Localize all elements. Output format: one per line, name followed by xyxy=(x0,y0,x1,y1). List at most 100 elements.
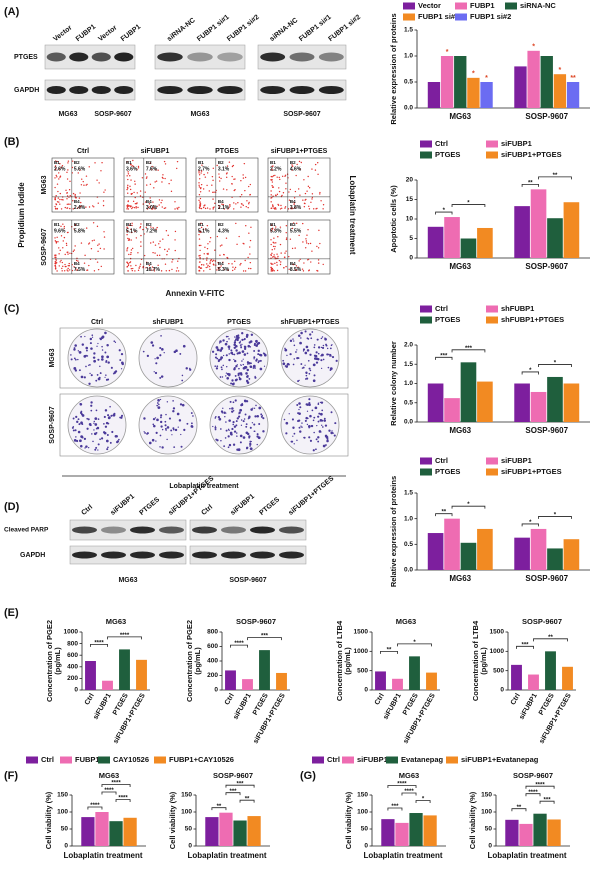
colony xyxy=(241,338,244,341)
colony xyxy=(252,407,254,409)
colony xyxy=(329,347,332,350)
colony xyxy=(296,439,298,442)
flow-event xyxy=(249,246,251,248)
colony xyxy=(299,430,302,433)
colony xyxy=(104,376,106,378)
y-tick-label: 1.0 xyxy=(404,380,413,387)
colony xyxy=(172,400,174,402)
significance-label: **** xyxy=(104,788,114,794)
significance-label: *** xyxy=(544,797,552,803)
colony xyxy=(284,348,288,352)
flow-event xyxy=(222,188,225,190)
colony xyxy=(241,332,244,335)
flow-event xyxy=(316,269,318,272)
flow-event xyxy=(271,228,273,231)
flow-event xyxy=(301,268,304,270)
flow-event xyxy=(137,206,139,209)
colony xyxy=(305,374,308,377)
flow-event xyxy=(58,201,60,203)
colony xyxy=(222,339,225,342)
colony xyxy=(97,443,100,446)
colony xyxy=(106,434,109,437)
blot-band xyxy=(250,526,275,534)
colony xyxy=(216,357,219,360)
colony xyxy=(70,358,73,361)
colony xyxy=(296,357,299,360)
colony xyxy=(95,428,98,430)
bar xyxy=(109,821,123,846)
colony xyxy=(107,378,110,381)
flow-event xyxy=(277,236,279,238)
flow-event xyxy=(161,181,163,183)
colony xyxy=(84,335,86,338)
blot-band xyxy=(91,86,111,94)
blot-band xyxy=(114,86,134,94)
colony xyxy=(89,342,92,345)
colony xyxy=(325,343,327,346)
colony xyxy=(90,409,93,412)
colony xyxy=(250,447,253,451)
colony xyxy=(152,417,156,421)
flow-event xyxy=(145,226,147,229)
legend-label: PTGES xyxy=(435,150,460,159)
colony xyxy=(222,364,225,367)
flow-event xyxy=(212,263,215,266)
legend-label: Evatanepag xyxy=(401,755,444,764)
y-axis-title: Cell viability (%) xyxy=(168,791,177,849)
quadrant-percentage: 3.0% xyxy=(146,205,158,211)
flow-event xyxy=(130,193,132,195)
bar xyxy=(395,822,409,846)
colony xyxy=(313,416,316,419)
flow-event xyxy=(161,199,163,202)
lane-label: siFUBP1 xyxy=(109,493,136,517)
flow-event xyxy=(270,194,272,196)
flow-event xyxy=(145,267,147,269)
colony xyxy=(319,412,323,416)
quadrant-percentage: 4.6% xyxy=(290,166,302,172)
legend-label: siFUBP1 xyxy=(357,755,388,764)
flow-event xyxy=(303,262,305,264)
colony xyxy=(242,358,244,360)
flow-event xyxy=(308,205,310,207)
colony xyxy=(243,347,247,351)
flow-event xyxy=(307,229,309,231)
flow-event xyxy=(226,176,228,179)
significance-label: ** xyxy=(517,805,522,811)
row-label: Cleaved PARP xyxy=(4,527,49,534)
y-tick-label: 0 xyxy=(64,843,68,850)
blot-band xyxy=(157,86,183,94)
legend-label: shFUBP1+PTGES xyxy=(501,315,564,324)
flow-event xyxy=(134,180,136,182)
colony xyxy=(77,430,81,434)
flow-event xyxy=(222,261,224,263)
y-axis-title: Concentration of LTB4 xyxy=(335,620,344,701)
colony xyxy=(77,358,79,361)
flow-event xyxy=(217,267,219,269)
flow-event xyxy=(272,175,275,177)
row-label: GAPDH xyxy=(20,552,45,559)
flow-event xyxy=(101,162,103,164)
colony xyxy=(100,437,104,440)
flow-event xyxy=(65,189,67,192)
y-tick-label: 15 xyxy=(406,196,414,203)
colony xyxy=(229,432,233,436)
well xyxy=(138,395,198,455)
flow-event xyxy=(132,267,134,270)
flow-event xyxy=(134,230,136,233)
colony xyxy=(247,363,249,365)
flow-event xyxy=(218,268,220,270)
flow-event xyxy=(198,199,200,202)
legend-label: Ctrl xyxy=(327,755,340,764)
y-tick-label: 100 xyxy=(481,809,492,816)
colony xyxy=(182,344,186,348)
quadrant-percentage: 3.1% xyxy=(218,166,230,172)
colony xyxy=(287,363,290,366)
flow-event xyxy=(222,203,224,206)
flow-event xyxy=(244,176,247,179)
bar xyxy=(514,206,530,258)
x-tick-label: MG63 xyxy=(449,262,471,271)
colony xyxy=(319,401,322,404)
colony xyxy=(309,414,312,418)
colony xyxy=(302,350,305,352)
colony xyxy=(159,354,162,357)
